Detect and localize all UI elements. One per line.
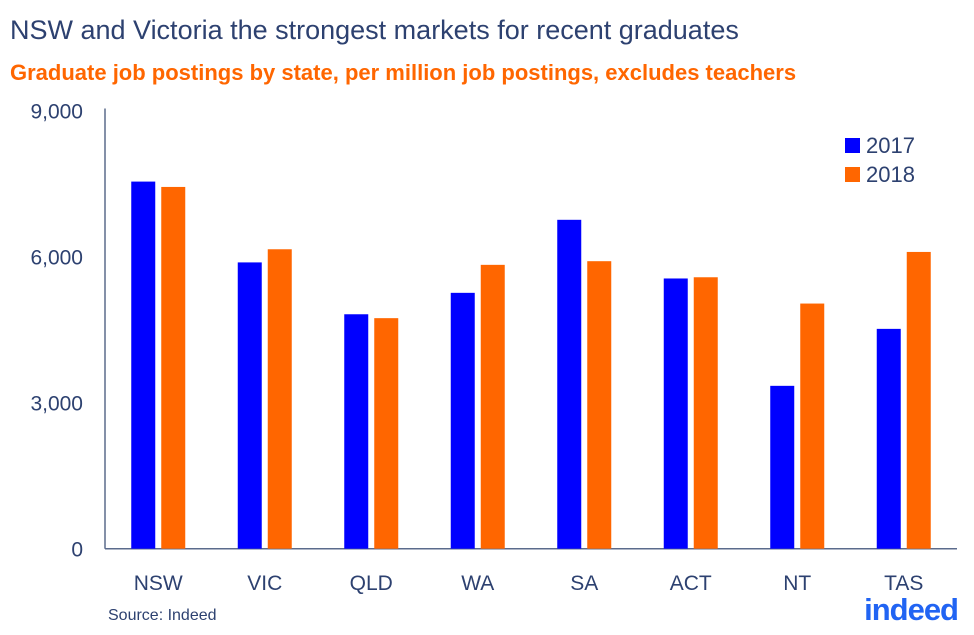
y-tick-label: 3,000 bbox=[30, 393, 83, 416]
bar-2018-nsw bbox=[161, 186, 186, 549]
x-tick-label: WA bbox=[461, 572, 494, 595]
legend-label: 2018 bbox=[866, 162, 915, 187]
bar-2017-nt bbox=[770, 385, 795, 549]
bar-2018-tas bbox=[906, 251, 931, 549]
y-tick-label: 0 bbox=[71, 539, 83, 562]
x-tick-label: VIC bbox=[247, 572, 282, 595]
bar-chart: 0 3,000 6,000 9,000 NSW VIC QLD WA SA ACT NT TAS 201… bbox=[30, 101, 957, 595]
bar-2017-sa bbox=[557, 219, 582, 549]
x-tick-label: NT bbox=[783, 572, 811, 595]
bar-2017-act bbox=[663, 278, 688, 549]
bar-2017-wa bbox=[450, 292, 475, 549]
source-note: Source: Indeed bbox=[108, 607, 217, 624]
bar-2018-sa bbox=[587, 261, 612, 549]
bar-2017-tas bbox=[876, 328, 901, 549]
bar-2018-wa bbox=[480, 264, 505, 549]
legend-swatch-2018 bbox=[845, 167, 860, 182]
chart-title: NSW and Victoria the strongest markets f… bbox=[10, 15, 739, 45]
legend-label: 2017 bbox=[866, 133, 915, 158]
x-tick-label: NSW bbox=[134, 572, 183, 595]
bar-2017-nsw bbox=[131, 181, 156, 549]
y-tick-label: 6,000 bbox=[30, 247, 83, 270]
bar-2017-qld bbox=[344, 314, 369, 549]
indeed-logo: indeed bbox=[864, 592, 959, 627]
x-tick-label: ACT bbox=[670, 572, 712, 595]
bar-2018-nt bbox=[800, 303, 825, 549]
x-tick-label: SA bbox=[570, 572, 598, 595]
x-tick-label: QLD bbox=[350, 572, 393, 595]
chart-subtitle: Graduate job postings by state, per mill… bbox=[10, 60, 797, 85]
bar-2018-act bbox=[693, 277, 718, 549]
bar-2017-vic bbox=[237, 262, 262, 549]
x-tick-label: TAS bbox=[884, 572, 923, 595]
bar-2018-vic bbox=[267, 249, 292, 549]
bar-2018-qld bbox=[374, 318, 399, 549]
legend-swatch-2017 bbox=[845, 138, 860, 153]
y-tick-label: 9,000 bbox=[30, 101, 83, 124]
